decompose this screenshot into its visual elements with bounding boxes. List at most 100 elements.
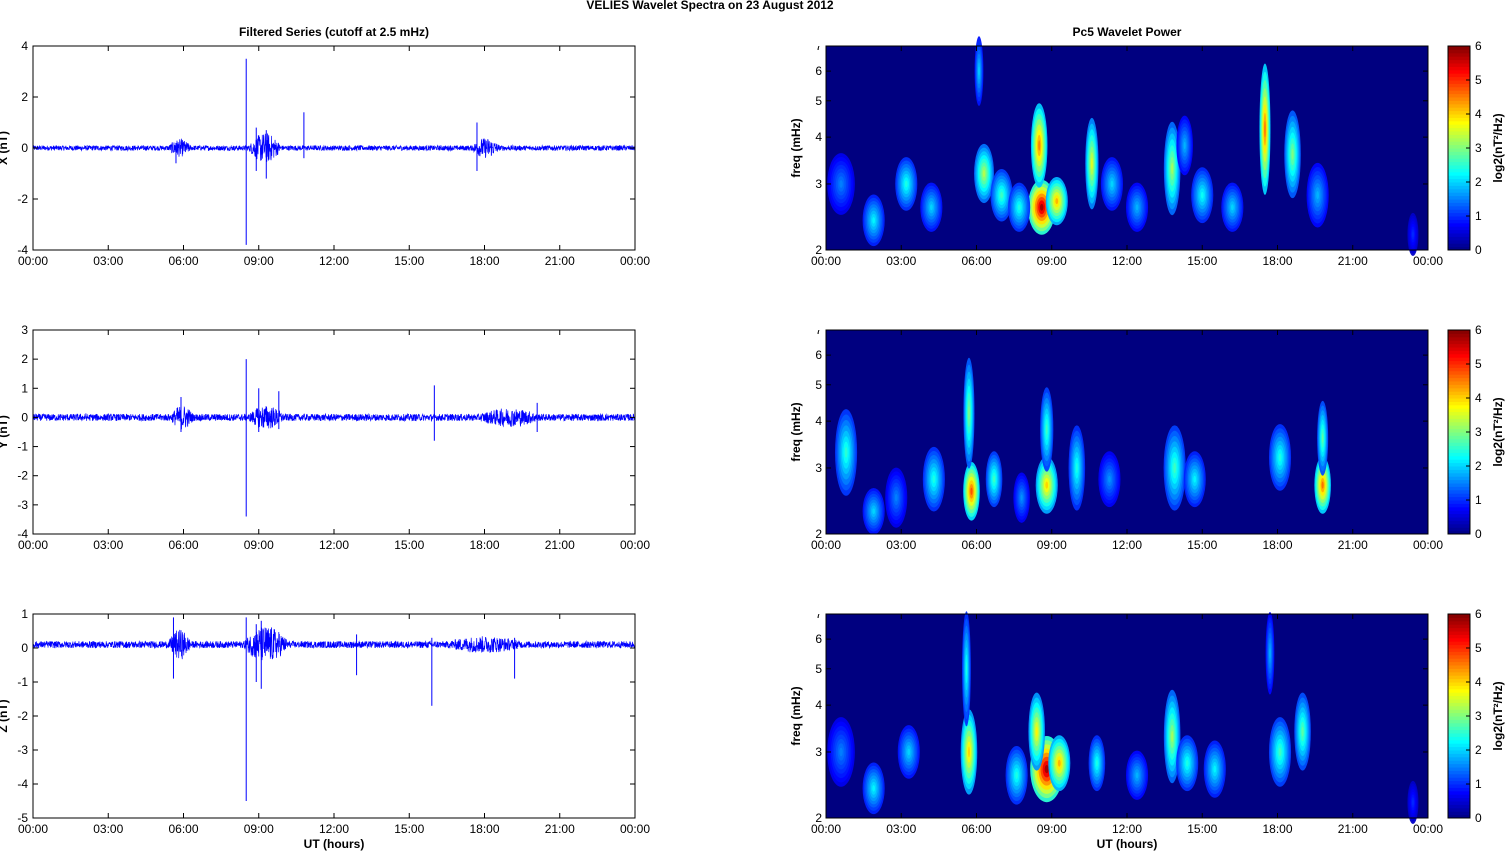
z-wavelet-mask (786, 602, 826, 614)
z-wavelet-power-blob (1278, 747, 1282, 757)
y-wavelet-xtick-label: 18:00 (1262, 538, 1292, 552)
y-wavelet-colorbar-tick-label: 6 (1475, 323, 1482, 337)
z-wavelet-panel: 23456700:0003:0006:0009:0012:0015:0018:0… (786, 602, 1505, 851)
z-wavelet-ytick-label: 4 (815, 698, 822, 712)
y-wavelet-colorbar-segment (1448, 486, 1470, 491)
z-wavelet-xtick-label: 21:00 (1338, 822, 1368, 836)
x-wavelet-colorbar-segment (1448, 59, 1470, 64)
y-wavelet-colorbar-segment (1448, 493, 1470, 498)
z-series-xtick-label: 03:00 (93, 822, 123, 836)
y-wavelet-ytick-label: 3 (815, 461, 822, 475)
z-wavelet-power-blob (1015, 771, 1019, 779)
y-series-xtick-label: 21:00 (545, 538, 575, 552)
x-wavelet-colorbar-tick-label: 0 (1475, 243, 1482, 257)
x-wavelet-colorbar-segment (1448, 239, 1470, 244)
x-wavelet-xtick-label: 00:00 (1413, 254, 1443, 268)
x-wavelet-power-blob (1110, 180, 1114, 188)
x-wavelet-background (826, 46, 1428, 250)
y-wavelet-colorbar-segment (1448, 479, 1470, 484)
y-wavelet-ytick-label: 5 (815, 378, 822, 392)
y-wavelet-colorbar-segment (1448, 387, 1470, 392)
x-wavelet-colorbar-segment (1448, 141, 1470, 146)
y-series-ytick-label: -1 (17, 440, 28, 454)
y-wavelet-colorbar-segment (1448, 340, 1470, 345)
z-wavelet-colorbar-segment (1448, 760, 1470, 765)
z-wavelet-power-blob (1213, 765, 1217, 773)
x-series-xtick-label: 03:00 (93, 254, 123, 268)
z-wavelet-colorbar-segment (1448, 671, 1470, 676)
x-series-ylabel: X (nT) (0, 131, 10, 165)
x-wavelet-colorbar-segment (1448, 188, 1470, 193)
z-wavelet-ytick-label: 6 (815, 632, 822, 646)
y-wavelet-power-blob (872, 508, 876, 515)
y-wavelet-panel: 23456700:0003:0006:0009:0012:0015:0018:0… (786, 318, 1505, 552)
z-wavelet-colorbar-label: log2(nT²/Hz) (1491, 681, 1505, 750)
x-wavelet-colorbar-segment (1448, 246, 1470, 251)
x-wavelet-ytick-label: 5 (815, 94, 822, 108)
y-wavelet-colorbar-segment (1448, 330, 1470, 334)
z-wavelet-colorbar-segment (1448, 763, 1470, 768)
x-wavelet-colorbar-tick-label: 3 (1475, 141, 1482, 155)
y-wavelet-power-blob (932, 475, 936, 484)
x-wavelet-ylabel: freq (mHz) (789, 118, 803, 177)
x-wavelet-power-blob (839, 180, 843, 188)
z-wavelet-power-blob (1269, 648, 1271, 659)
y-wavelet-colorbar-segment (1448, 418, 1470, 423)
y-wavelet-colorbar-segment (1448, 333, 1470, 338)
x-wavelet-colorbar-segment (1448, 171, 1470, 176)
z-series-xtick-label: 12:00 (319, 822, 349, 836)
y-wavelet-colorbar-segment (1448, 452, 1470, 457)
y-wavelet-xtick-label: 21:00 (1338, 538, 1368, 552)
z-wavelet-colorbar-segment (1448, 631, 1470, 635)
x-series-xtick-label: 21:00 (545, 254, 575, 268)
x-wavelet-colorbar-segment (1448, 124, 1470, 129)
x-series-ytick-label: 4 (21, 39, 28, 53)
x-series-xtick-label: 15:00 (394, 254, 424, 268)
x-wavelet-power-blob (1091, 157, 1093, 170)
z-wavelet-colorbar-segment (1448, 777, 1470, 782)
z-wavelet-colorbar-segment (1448, 695, 1470, 700)
z-wavelet-xtick-label: 06:00 (961, 822, 991, 836)
y-wavelet-colorbar-segment (1448, 455, 1470, 460)
x-wavelet-power-blob (929, 204, 933, 211)
x-wavelet-colorbar-segment (1448, 212, 1470, 217)
z-wavelet-power-blob (907, 748, 911, 756)
z-wavelet-colorbar-segment (1448, 654, 1470, 659)
x-wavelet-ytick-label: 6 (815, 64, 822, 78)
z-series-ylabel: Z (nT) (0, 699, 10, 732)
z-wavelet-colorbar-segment (1448, 685, 1470, 690)
y-wavelet-colorbar-segment (1448, 343, 1470, 348)
y-wavelet-colorbar-segment (1448, 374, 1470, 379)
x-series-ytick-label: -2 (17, 192, 28, 206)
y-wavelet-power-blob (970, 487, 973, 495)
y-wavelet-colorbar-segment (1448, 404, 1470, 409)
y-series-xtick-label: 18:00 (469, 538, 499, 552)
y-wavelet-colorbar-segment (1448, 438, 1470, 443)
z-series-ytick-label: -5 (17, 811, 28, 825)
x-wavelet-power-blob (1412, 231, 1414, 238)
x-wavelet-colorbar-segment (1448, 100, 1470, 105)
x-series-xtick-label: 12:00 (319, 254, 349, 268)
y-wavelet-colorbar-segment (1448, 500, 1470, 504)
x-wavelet-colorbar-segment (1448, 195, 1470, 200)
z-wavelet-colorbar-segment (1448, 746, 1470, 751)
y-wavelet-power-blob (1193, 475, 1197, 483)
x-wavelet-colorbar-segment (1448, 185, 1470, 190)
y-series-xtick-label: 06:00 (168, 538, 198, 552)
x-series-trace (32, 132, 636, 162)
z-wavelet-colorbar-tick-label: 6 (1475, 607, 1482, 621)
z-wavelet-colorbar-segment (1448, 641, 1470, 646)
x-wavelet-colorbar-segment (1448, 243, 1470, 248)
z-wavelet-colorbar-tick-label: 1 (1475, 777, 1482, 791)
figure-title: VELIES Wavelet Spectra on 23 August 2012 (586, 0, 834, 12)
y-wavelet-power-blob (844, 447, 848, 458)
z-wavelet-colorbar-segment (1448, 637, 1470, 642)
x-wavelet-power-blob (1171, 162, 1174, 175)
z-wavelet-colorbar-segment (1448, 709, 1470, 714)
z-series-xtick-label: 00:00 (620, 822, 650, 836)
x-wavelet-title: Pc5 Wavelet Power (1073, 25, 1182, 39)
z-wavelet-colorbar-segment (1448, 705, 1470, 710)
x-wavelet-colorbar-segment (1448, 73, 1470, 78)
y-wavelet-colorbar-tick-label: 0 (1475, 527, 1482, 541)
